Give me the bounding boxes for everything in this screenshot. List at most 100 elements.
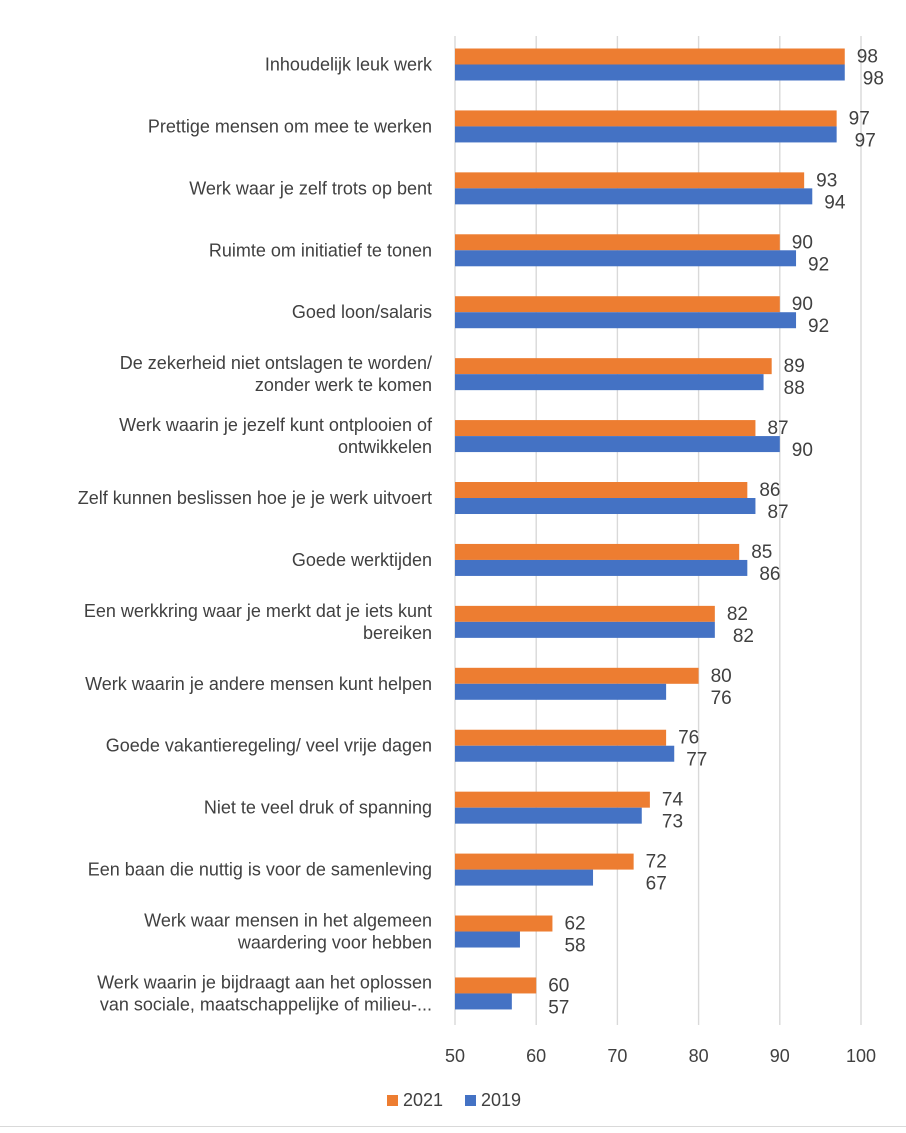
bar-2021 — [455, 358, 772, 375]
x-tick-label: 50 — [445, 1046, 465, 1066]
category-label: Werk waarin je andere mensen kunt helpen — [85, 674, 432, 694]
category-label: Werk waar je zelf trots op bent — [189, 178, 432, 198]
data-label-2019: 87 — [767, 502, 788, 523]
category-label: Een werkkring waar je merkt dat je iets … — [84, 601, 432, 621]
bar-2019 — [455, 374, 764, 391]
category-label: Werk waarin je jezelf kunt ontplooien of — [119, 415, 433, 435]
category-label: Niet te veel druk of spanning — [204, 798, 432, 818]
data-label-2021: 97 — [849, 108, 870, 129]
bar-2019 — [455, 683, 667, 700]
x-tick-label: 70 — [607, 1046, 627, 1066]
category-label: Ruimte om initiatief te tonen — [209, 240, 432, 260]
legend-label-2021: 2021 — [403, 1090, 443, 1110]
data-label-2019: 94 — [824, 192, 846, 213]
data-label-2021: 80 — [711, 666, 732, 687]
category-label: zonder werk te komen — [255, 375, 432, 395]
data-label-2021: 98 — [857, 47, 878, 68]
data-label-2019: 86 — [759, 564, 780, 585]
data-label-2019: 77 — [686, 750, 707, 771]
data-label-2019: 73 — [662, 812, 683, 833]
x-tick-label: 90 — [770, 1046, 790, 1066]
category-label: Een baan die nuttig is voor de samenlevi… — [88, 860, 432, 880]
data-label-2019: 76 — [711, 688, 732, 709]
category-label: Prettige mensen om mee te werken — [148, 116, 432, 136]
legend: 2021 2019 — [387, 1090, 521, 1110]
bar-2021 — [455, 48, 845, 65]
bar-2019 — [455, 559, 748, 576]
data-label-2021: 62 — [564, 914, 585, 935]
category-label: bereiken — [363, 623, 432, 643]
category-label: Goede vakantieregeling/ veel vrije dagen — [106, 736, 432, 756]
x-tick-label: 60 — [526, 1046, 546, 1066]
category-label: Goed loon/salaris — [292, 302, 432, 322]
bar-2019 — [455, 931, 520, 948]
data-label-2019: 58 — [564, 936, 585, 957]
bar-2019 — [455, 250, 797, 267]
bar-2021 — [455, 605, 715, 622]
data-label-2019: 82 — [733, 626, 754, 647]
category-label: Werk waar mensen in het algemeen — [144, 911, 432, 931]
legend-swatch-2021 — [387, 1095, 398, 1106]
bar-2021 — [455, 234, 780, 251]
category-labels: Inhoudelijk leuk werk Prettige mensen om … — [78, 55, 433, 1015]
bar-2021 — [455, 915, 553, 932]
data-label-2021: 93 — [816, 170, 837, 191]
legend-label-2019: 2019 — [481, 1090, 521, 1110]
bar-2021 — [455, 110, 837, 127]
category-label: Inhoudelijk leuk werk — [265, 55, 433, 75]
bar-2019 — [455, 312, 797, 329]
data-label-2021: 86 — [759, 480, 780, 501]
category-label: Zelf kunnen beslissen hoe je je werk uit… — [78, 488, 432, 508]
category-label: Werk waarin je bijdraagt aan het oplosse… — [97, 972, 432, 992]
data-label-2021: 74 — [662, 790, 684, 811]
data-label-2019: 67 — [646, 874, 667, 895]
data-label-2021: 60 — [548, 975, 569, 996]
bar-2021 — [455, 667, 699, 684]
bar-2019 — [455, 745, 675, 762]
data-label-2019: 57 — [548, 997, 569, 1018]
bar-2019 — [455, 64, 845, 81]
category-label: ontwikkelen — [338, 437, 432, 457]
data-label-2021: 76 — [678, 728, 699, 749]
bar-2019 — [455, 436, 780, 453]
bar-2021 — [455, 853, 634, 870]
data-label-2021: 89 — [784, 356, 805, 377]
bar-2021 — [455, 729, 667, 746]
data-label-2019: 92 — [808, 316, 829, 337]
data-label-2019: 97 — [855, 130, 876, 151]
bar-2021 — [455, 296, 780, 313]
x-tick-label: 100 — [846, 1046, 876, 1066]
bar-2019 — [455, 498, 756, 515]
bar-2019 — [455, 807, 642, 824]
data-label-2019: 90 — [792, 440, 813, 461]
bar-2019 — [455, 126, 837, 143]
bar-2019 — [455, 188, 813, 205]
bar-2019 — [455, 869, 594, 886]
bar-2021 — [455, 543, 740, 560]
bar-2019 — [455, 993, 512, 1010]
bar-2021 — [455, 172, 805, 189]
data-labels: 9898979793949092909289888790868785868282… — [548, 47, 884, 1019]
category-label: Goede werktijden — [292, 550, 432, 570]
data-label-2021: 82 — [727, 604, 748, 625]
bar-2021 — [455, 420, 756, 437]
x-tick-label: 80 — [689, 1046, 709, 1066]
x-axis-ticks: 50 60 70 80 90 100 — [445, 1046, 876, 1066]
category-label: De zekerheid niet ontslagen te worden/ — [120, 353, 432, 373]
bar-2021 — [455, 977, 537, 994]
data-label-2021: 85 — [751, 542, 772, 563]
data-label-2021: 90 — [792, 294, 813, 315]
category-label: van sociale, maatschappelijke of milieu-… — [100, 994, 432, 1014]
data-label-2019: 98 — [863, 69, 884, 90]
bar-2019 — [455, 621, 715, 638]
category-label: waardering voor hebben — [237, 933, 432, 953]
bar-2021 — [455, 791, 650, 808]
legend-swatch-2019 — [465, 1095, 476, 1106]
data-label-2019: 92 — [808, 254, 829, 275]
bar-2021 — [455, 482, 748, 499]
data-label-2021: 90 — [792, 232, 813, 253]
data-label-2021: 87 — [767, 418, 788, 439]
data-label-2021: 72 — [646, 852, 667, 873]
